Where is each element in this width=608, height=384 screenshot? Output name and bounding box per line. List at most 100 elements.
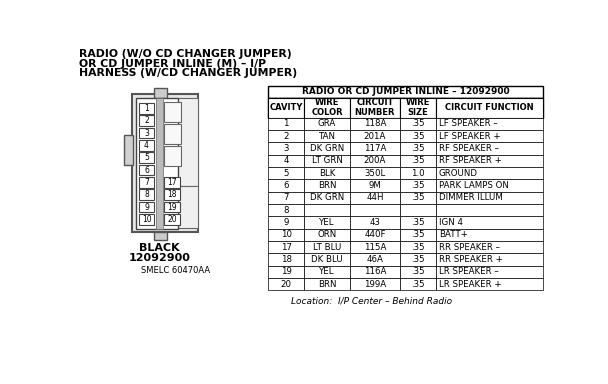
Text: 12092900: 12092900 — [129, 253, 191, 263]
Text: 18: 18 — [167, 190, 177, 199]
Bar — [304, 253, 350, 265]
Text: LR SPEAKER –: LR SPEAKER – — [439, 267, 499, 276]
Bar — [400, 192, 436, 204]
Bar — [268, 265, 304, 278]
Bar — [400, 241, 436, 253]
Text: SMELC 60470AA: SMELC 60470AA — [140, 266, 210, 275]
Bar — [139, 214, 154, 225]
Text: GROUND: GROUND — [439, 169, 478, 178]
Text: .35: .35 — [411, 132, 424, 141]
Bar — [350, 167, 400, 179]
Bar — [268, 167, 304, 179]
Text: ORN: ORN — [317, 230, 337, 239]
Bar — [139, 115, 154, 126]
Text: BRN: BRN — [318, 280, 336, 288]
Text: .35: .35 — [411, 255, 424, 264]
Text: Location:  I/P Center – Behind Radio: Location: I/P Center – Behind Radio — [291, 296, 452, 305]
Bar — [177, 186, 198, 228]
Text: 3: 3 — [283, 144, 289, 153]
Bar — [436, 142, 544, 155]
Text: IGN 4: IGN 4 — [439, 218, 463, 227]
Bar — [268, 204, 304, 216]
Text: .35: .35 — [411, 144, 424, 153]
Bar — [304, 98, 350, 118]
Bar — [350, 228, 400, 241]
Bar — [304, 216, 350, 228]
Text: 7: 7 — [283, 193, 289, 202]
Bar — [350, 204, 400, 216]
Text: 5: 5 — [144, 153, 149, 162]
Bar — [350, 130, 400, 142]
Bar — [436, 253, 544, 265]
Text: 1: 1 — [283, 119, 289, 128]
Bar — [268, 228, 304, 241]
Text: 6: 6 — [283, 181, 289, 190]
Text: 43: 43 — [370, 218, 381, 227]
Text: OR CD JUMPER INLINE (M) – I/P: OR CD JUMPER INLINE (M) – I/P — [79, 59, 266, 69]
Text: 17: 17 — [281, 243, 292, 252]
Text: CAVITY: CAVITY — [269, 103, 303, 112]
Bar — [400, 204, 436, 216]
Text: .35: .35 — [411, 181, 424, 190]
Text: .35: .35 — [411, 243, 424, 252]
Bar — [156, 98, 163, 229]
Text: DK GRN: DK GRN — [310, 193, 344, 202]
Text: BATT+: BATT+ — [439, 230, 468, 239]
Bar — [139, 202, 154, 212]
Text: 115A: 115A — [364, 243, 386, 252]
Bar — [304, 155, 350, 167]
Bar — [268, 155, 304, 167]
Text: RF SPEAKER –: RF SPEAKER – — [439, 144, 499, 153]
Bar — [436, 130, 544, 142]
Text: 20: 20 — [167, 215, 177, 224]
Bar — [268, 118, 304, 130]
Text: LT GRN: LT GRN — [311, 156, 342, 165]
Bar — [400, 155, 436, 167]
Text: CIRCUIT
NUMBER: CIRCUIT NUMBER — [354, 98, 395, 117]
Bar — [268, 98, 304, 118]
Text: 1: 1 — [144, 104, 149, 113]
Bar — [400, 228, 436, 241]
Text: 4: 4 — [144, 141, 149, 150]
Text: 3: 3 — [144, 129, 149, 137]
Text: 46A: 46A — [367, 255, 383, 264]
Bar — [400, 253, 436, 265]
Bar — [304, 278, 350, 290]
Bar — [268, 241, 304, 253]
Text: 9M: 9M — [368, 181, 381, 190]
Bar — [164, 202, 180, 212]
Bar — [400, 216, 436, 228]
Text: LF SPEAKER +: LF SPEAKER + — [439, 132, 500, 141]
Text: 10: 10 — [281, 230, 292, 239]
Bar — [164, 146, 181, 166]
Bar — [164, 189, 180, 200]
Text: DK GRN: DK GRN — [310, 144, 344, 153]
Bar — [436, 98, 544, 118]
Bar — [400, 130, 436, 142]
Bar — [400, 265, 436, 278]
Text: 440F: 440F — [364, 230, 385, 239]
Bar — [132, 94, 198, 232]
Text: YEL: YEL — [319, 267, 335, 276]
Text: 4: 4 — [283, 156, 289, 165]
Text: BLACK: BLACK — [139, 243, 180, 253]
Text: PARK LAMPS ON: PARK LAMPS ON — [439, 181, 509, 190]
Bar — [268, 142, 304, 155]
Bar — [436, 155, 544, 167]
Bar — [153, 88, 167, 98]
Text: .35: .35 — [411, 218, 424, 227]
Bar — [139, 140, 154, 151]
Bar — [124, 135, 133, 166]
Bar — [164, 124, 181, 144]
Bar — [304, 228, 350, 241]
Bar — [139, 177, 154, 188]
Bar — [164, 214, 180, 225]
Text: 5: 5 — [283, 169, 289, 178]
Text: 117A: 117A — [364, 144, 386, 153]
Bar — [436, 192, 544, 204]
Bar — [304, 142, 350, 155]
Bar — [436, 228, 544, 241]
Text: 1.0: 1.0 — [411, 169, 424, 178]
Bar — [436, 278, 544, 290]
Text: 17: 17 — [167, 178, 177, 187]
